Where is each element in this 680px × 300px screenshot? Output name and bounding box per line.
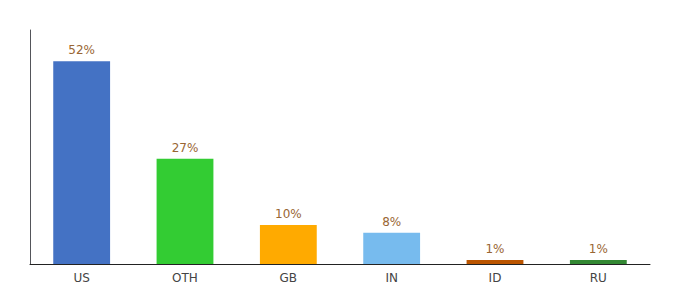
svg-text:IN: IN	[385, 271, 398, 285]
svg-text:ID: ID	[489, 271, 502, 285]
svg-text:1%: 1%	[589, 242, 608, 256]
svg-text:52%: 52%	[68, 43, 95, 57]
svg-text:OTH: OTH	[172, 271, 198, 285]
svg-text:RU: RU	[590, 271, 607, 285]
svg-text:GB: GB	[280, 271, 298, 285]
svg-text:27%: 27%	[172, 141, 199, 155]
svg-text:10%: 10%	[275, 207, 302, 221]
svg-text:8%: 8%	[382, 215, 401, 229]
svg-text:1%: 1%	[485, 242, 504, 256]
svg-text:US: US	[73, 271, 89, 285]
